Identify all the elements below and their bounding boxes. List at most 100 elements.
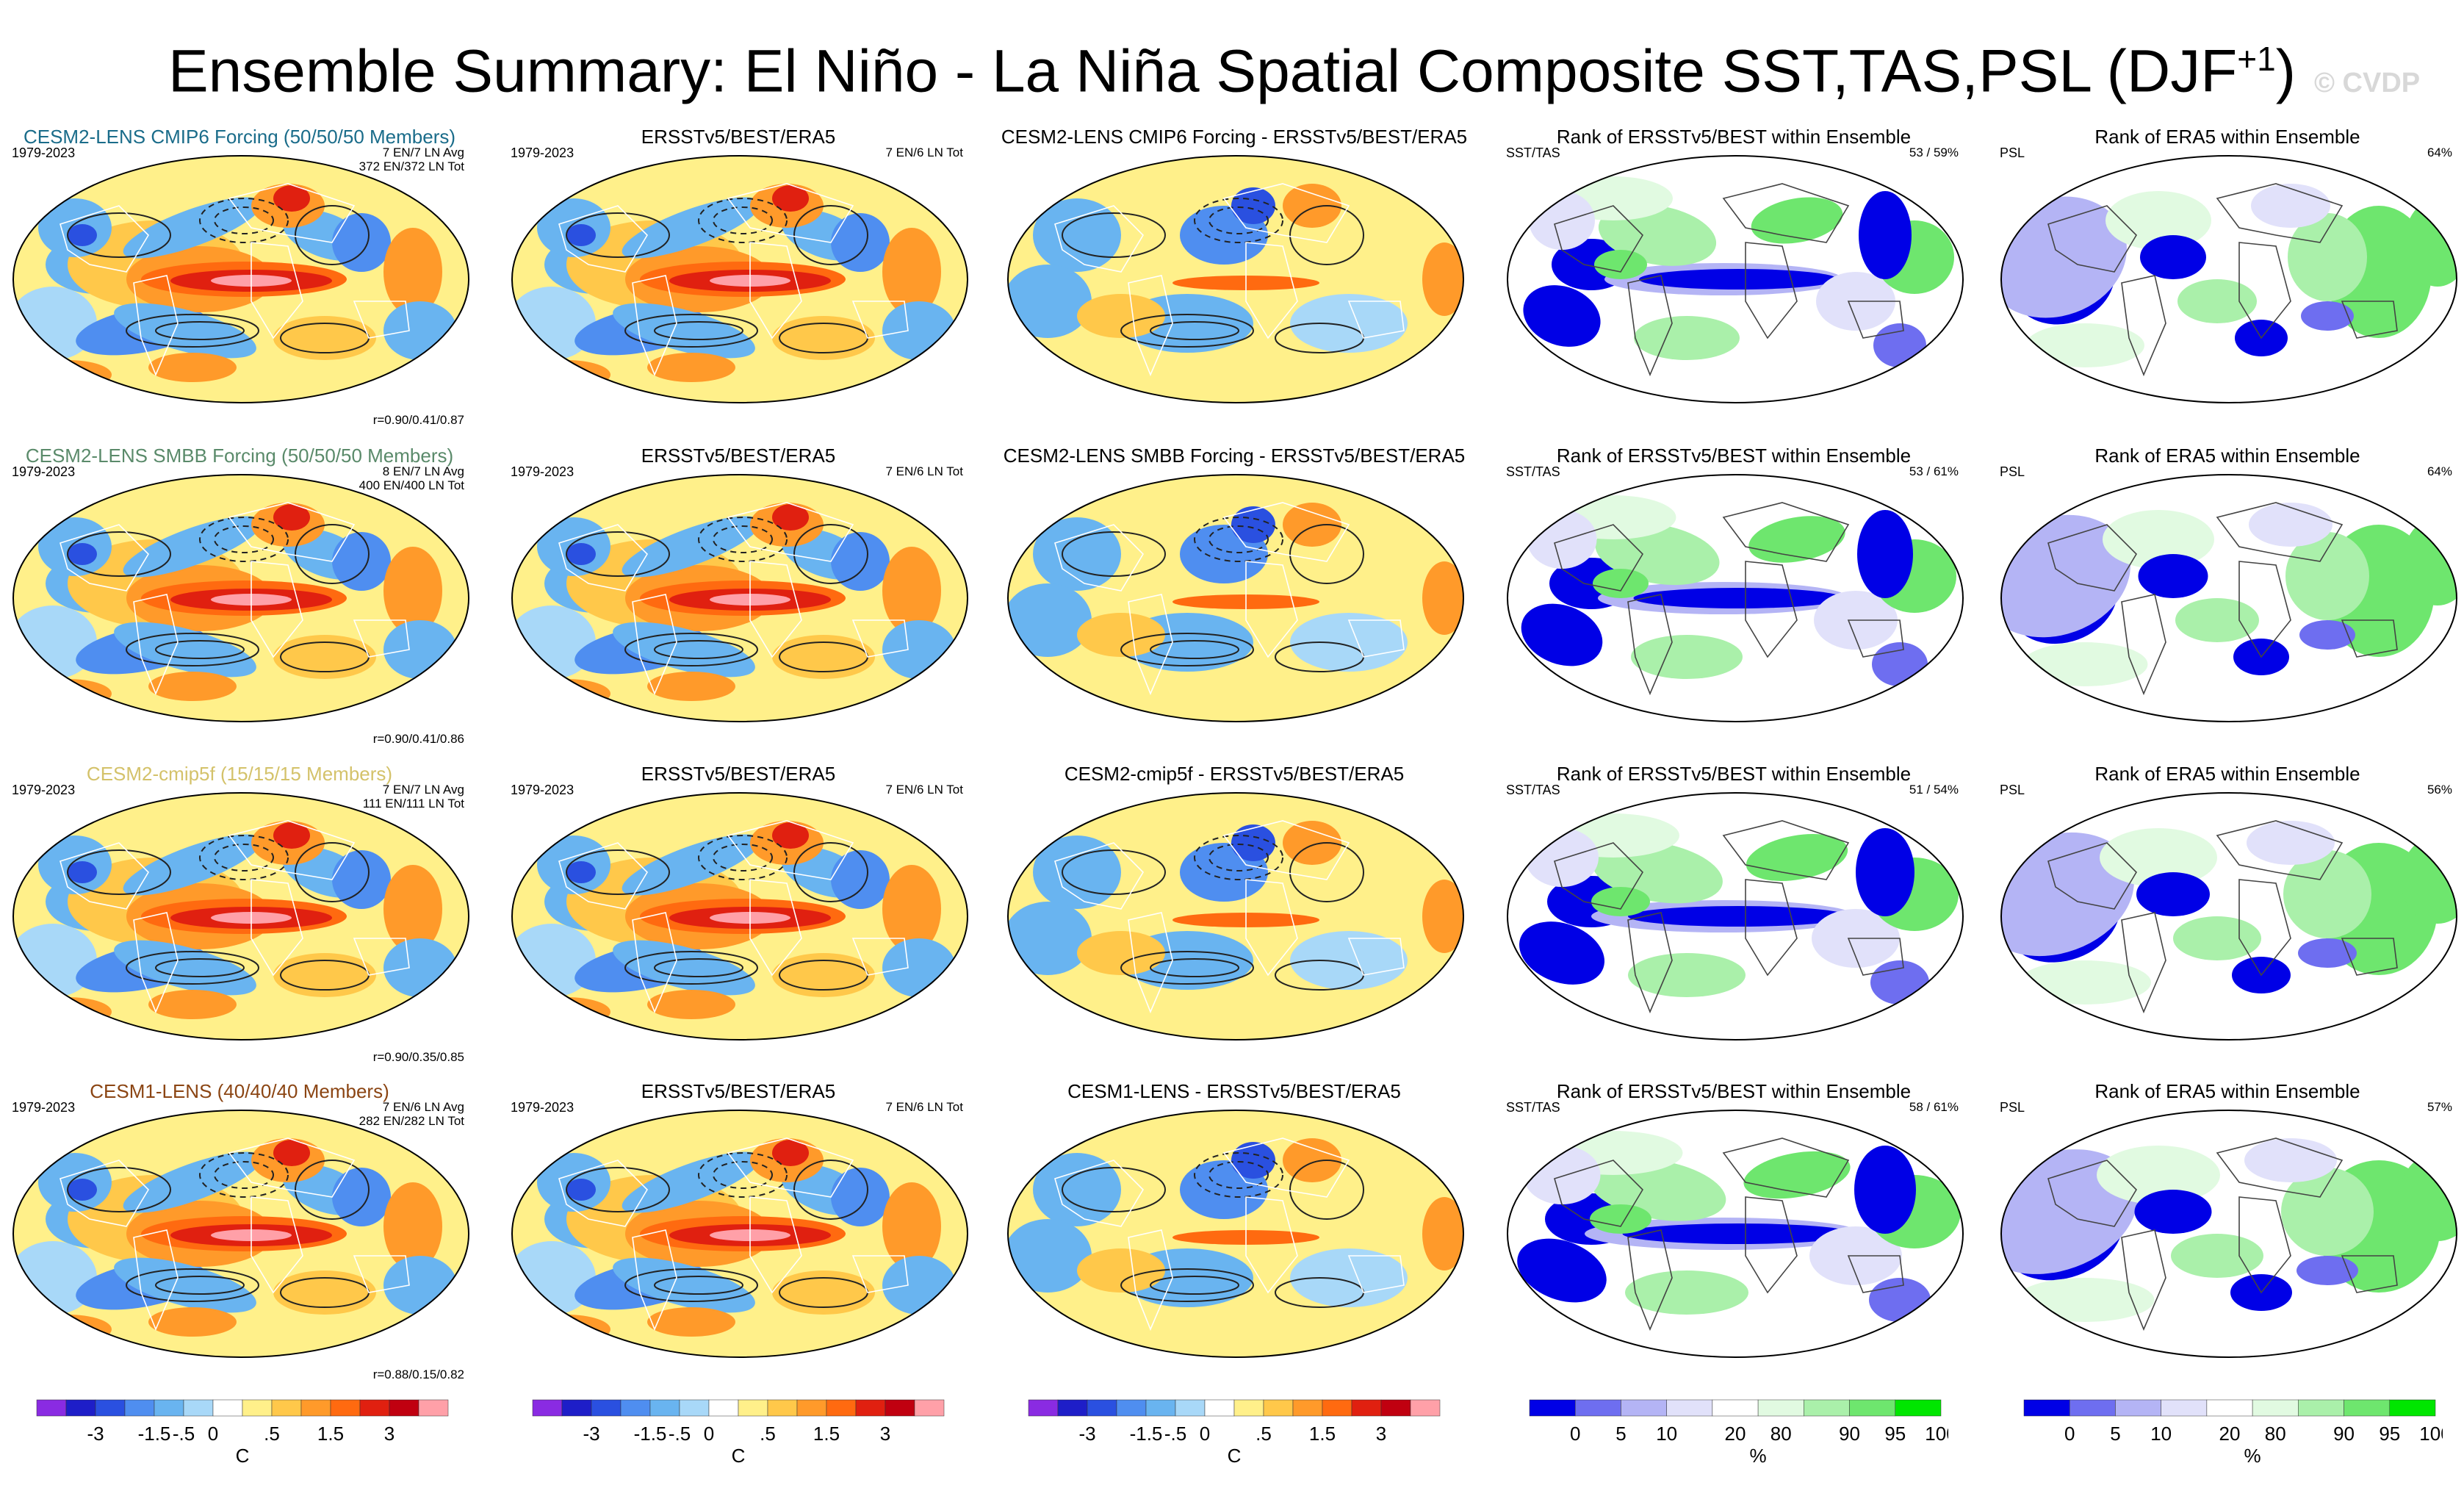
rank-region bbox=[1622, 1223, 1854, 1244]
psl-contour bbox=[295, 842, 370, 902]
psl-contour bbox=[713, 525, 773, 553]
panel-info: 7 EN/6 LN Tot bbox=[885, 1100, 963, 1114]
coastline bbox=[727, 183, 854, 243]
psl-contour bbox=[1208, 525, 1269, 553]
rank-region bbox=[1872, 642, 1928, 686]
colorbar-tick-label: 3 bbox=[880, 1423, 890, 1445]
sst-anomaly-region bbox=[622, 834, 761, 896]
variable-label: SST/TAS bbox=[1506, 1100, 1560, 1115]
sst-anomaly-region bbox=[1290, 1248, 1408, 1307]
rank-region bbox=[2140, 235, 2206, 279]
psl-contour bbox=[295, 205, 370, 265]
psl-contour bbox=[126, 1268, 259, 1302]
colorbar-swatch bbox=[914, 1399, 945, 1417]
sst-anomaly-region bbox=[1422, 1197, 1463, 1270]
psl-contour bbox=[654, 321, 743, 340]
psl-contour bbox=[67, 849, 171, 895]
rank-region bbox=[2298, 938, 2357, 968]
psl-contour bbox=[1120, 1268, 1254, 1302]
colorbar-swatch bbox=[359, 1399, 390, 1417]
psl-contour bbox=[199, 198, 289, 243]
coastline bbox=[1745, 1196, 1798, 1294]
coastline bbox=[2216, 502, 2344, 562]
coastline bbox=[2216, 820, 2344, 880]
map-field bbox=[1008, 156, 1463, 403]
years-label: 1979-2023 bbox=[12, 783, 76, 797]
coastline bbox=[1722, 820, 1850, 880]
sst-anomaly-region bbox=[647, 672, 735, 701]
coastline bbox=[1054, 205, 1145, 273]
colorbar-tick-label: -.5 bbox=[173, 1423, 195, 1445]
rank-region bbox=[2097, 1146, 2220, 1204]
globe-map bbox=[2000, 474, 2457, 722]
sst-anomaly-region bbox=[647, 990, 735, 1019]
sst-anomaly-region bbox=[1231, 187, 1275, 224]
psl-contour bbox=[1150, 1276, 1239, 1295]
sst-anomaly-region bbox=[1422, 561, 1463, 635]
coastline bbox=[558, 842, 649, 910]
sst-anomaly-region bbox=[613, 1257, 755, 1313]
sst-anomaly-region bbox=[68, 224, 97, 246]
coastline bbox=[1222, 1137, 1350, 1198]
psl-contour bbox=[67, 212, 171, 258]
panel-title: ERSSTv5/BEST/ERA5 bbox=[641, 445, 836, 467]
coastline bbox=[251, 879, 303, 977]
rank-region bbox=[2297, 1256, 2358, 1285]
map-field bbox=[2001, 156, 2457, 403]
map-border bbox=[12, 155, 469, 403]
map-border bbox=[1007, 1110, 1464, 1358]
coastline bbox=[1128, 594, 1173, 696]
coastline bbox=[1627, 912, 1673, 1014]
colorbar-tick-label: -1.5 bbox=[634, 1423, 667, 1445]
sst-anomaly-region bbox=[1033, 517, 1121, 591]
psl-contour bbox=[654, 640, 743, 659]
coastline bbox=[353, 619, 410, 658]
sst-anomaly-region bbox=[273, 822, 310, 849]
coastline bbox=[2121, 912, 2166, 1014]
coastline bbox=[2341, 938, 2398, 976]
panel-info: 64% bbox=[2427, 464, 2452, 478]
panel-diff-row2: CESM2-LENS SMBB Forcing - ERSSTv5/BEST/E… bbox=[999, 444, 1469, 752]
variable-label: PSL bbox=[2000, 783, 2025, 797]
coastline bbox=[2121, 1229, 2166, 1331]
panel-diff-row4: CESM1-LENS - ERSSTv5/BEST/ERA5 bbox=[999, 1079, 1469, 1388]
sst-anomaly-region bbox=[772, 1140, 809, 1166]
sst-anomaly-region bbox=[1077, 294, 1165, 338]
map-field bbox=[512, 793, 968, 1040]
colorbar-swatch bbox=[300, 1399, 331, 1417]
panel-diff-row1: CESM2-LENS CMIP6 Forcing - ERSSTv5/BEST/… bbox=[999, 125, 1469, 434]
event-count-avg: 7 EN/7 LN Avg bbox=[382, 145, 464, 159]
map-field bbox=[1507, 1110, 1963, 1357]
sst-anomaly-region bbox=[1077, 1248, 1165, 1293]
variable-label: SST/TAS bbox=[1506, 145, 1560, 160]
colorbar-tick-label: 10 bbox=[2150, 1423, 2172, 1445]
sst-anomaly-region bbox=[273, 635, 376, 679]
panel-title: Rank of ERSSTv5/BEST within Ensemble bbox=[1556, 126, 1912, 148]
colorbar-swatch bbox=[2344, 1399, 2391, 1417]
psl-contour bbox=[1150, 640, 1239, 659]
coastline bbox=[749, 242, 802, 339]
psl-contour bbox=[698, 1152, 788, 1198]
map-field bbox=[1507, 793, 1963, 1040]
map-field bbox=[13, 475, 469, 722]
rank-region bbox=[1625, 1270, 1748, 1315]
coastline bbox=[251, 1196, 303, 1294]
years-label: 1979-2023 bbox=[12, 145, 76, 160]
psl-contour bbox=[199, 1152, 289, 1198]
globe-map bbox=[1507, 474, 1964, 722]
colorbar-swatch bbox=[1804, 1399, 1850, 1417]
coastline bbox=[2216, 1137, 2344, 1198]
coastline bbox=[133, 594, 179, 696]
panel-info: 57% bbox=[2427, 1100, 2452, 1114]
coastline bbox=[851, 619, 909, 658]
sst-anomaly-region bbox=[273, 1140, 310, 1166]
sst-anomaly-region bbox=[613, 622, 755, 677]
globe-map bbox=[12, 155, 469, 403]
panel-title: Rank of ERA5 within Ensemble bbox=[2094, 126, 2360, 148]
coastline bbox=[632, 275, 677, 377]
rank-region bbox=[2283, 850, 2371, 938]
rank-region bbox=[2103, 510, 2214, 569]
colorbar-svg: -3 -1.5 -.5 0 .5 1.5 3 C bbox=[36, 1399, 449, 1467]
psl-contour bbox=[1062, 531, 1166, 577]
panel-rank2-row4: Rank of ERA5 within Ensemble PSL 57% bbox=[1992, 1079, 2463, 1388]
